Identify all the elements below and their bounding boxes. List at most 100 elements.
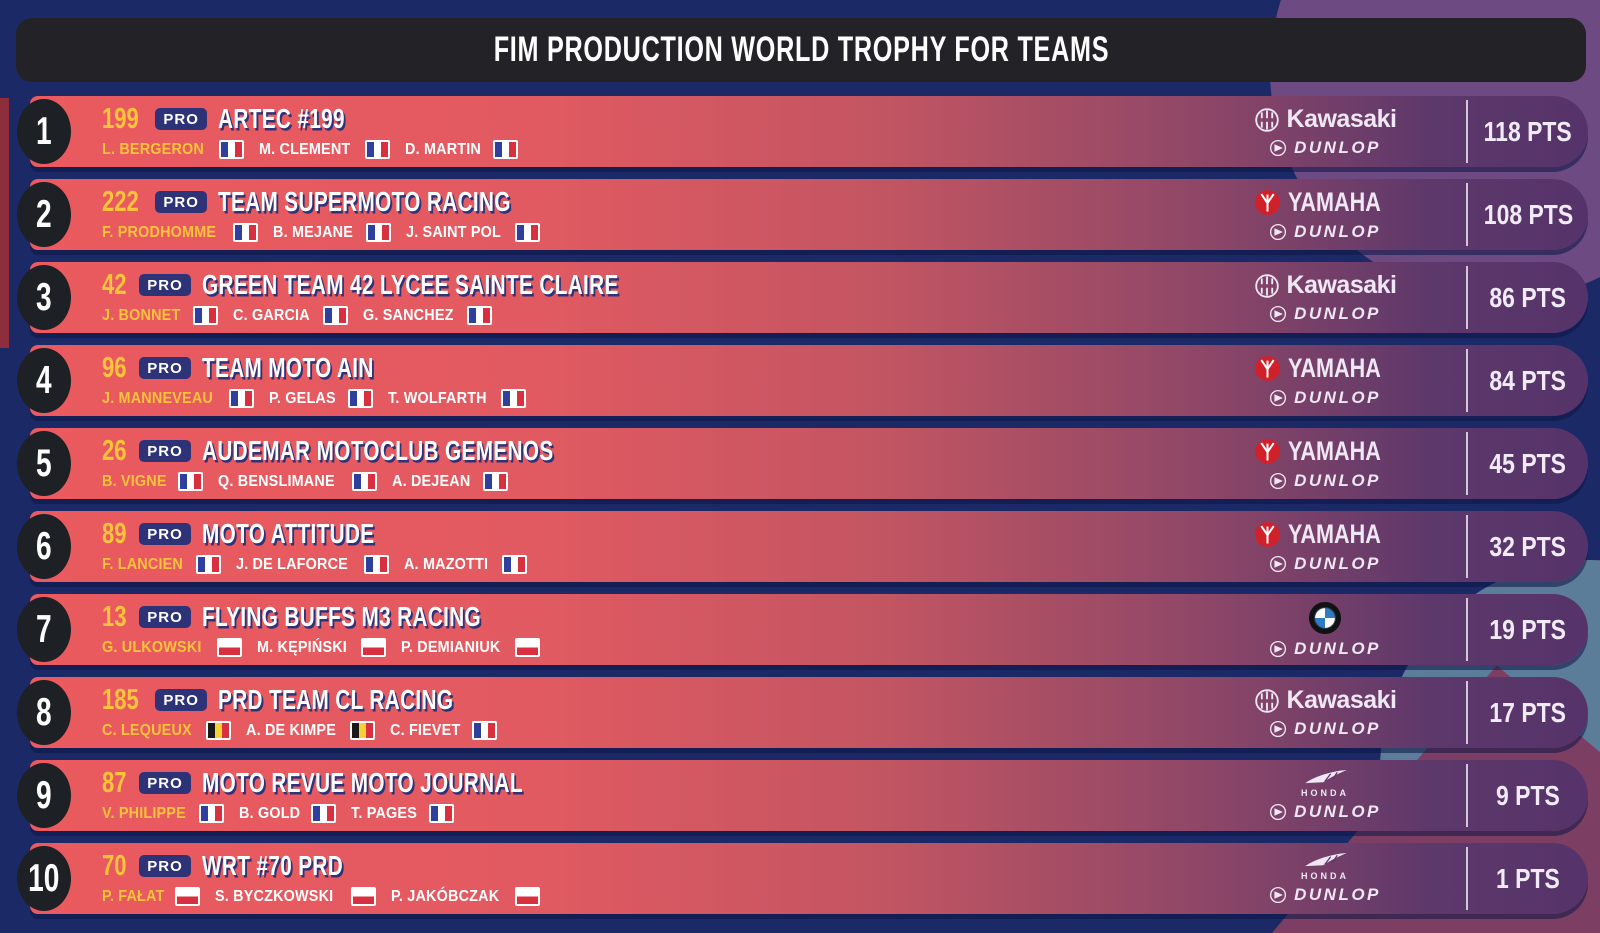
rank-number: 7 bbox=[36, 607, 52, 651]
flag-fr-icon bbox=[322, 306, 348, 325]
rider-name: S. BYCZKOWSKI bbox=[215, 887, 334, 905]
class-badge: PRO bbox=[139, 440, 191, 462]
rank-number: 10 bbox=[28, 856, 60, 900]
team-row: 2 222 PRO TEAM SUPERMOTO RACING F. PRODH… bbox=[17, 179, 1588, 250]
rider: C. FIEVET bbox=[390, 721, 498, 740]
manufacturer-logo-honda: HONDA bbox=[1301, 852, 1349, 881]
flag-pl-icon bbox=[175, 887, 201, 906]
rank-badge: 10 bbox=[17, 846, 71, 911]
rank-badge: 4 bbox=[17, 348, 71, 413]
rider-name: A. DE KIMPE bbox=[245, 721, 336, 739]
dunlop-logo: DUNLOP bbox=[1269, 639, 1381, 659]
riders-line: C. LEQUEUX A. DE KIMPE C. FIEVET bbox=[102, 721, 536, 740]
rider: A. MAZOTTI bbox=[404, 555, 527, 574]
dunlop-logo: DUNLOP bbox=[1269, 304, 1381, 324]
team-row: 6 89 PRO MOTO ATTITUDE F. LANCIEN J. DE L… bbox=[17, 511, 1588, 582]
class-badge: PRO bbox=[139, 606, 191, 628]
rank-badge: 7 bbox=[17, 597, 71, 662]
tyre-brand-name: DUNLOP bbox=[1294, 471, 1381, 490]
rider: P. GELAS bbox=[269, 389, 373, 408]
flag-fr-icon bbox=[467, 306, 493, 325]
rider: P. JAKÓBCZAK bbox=[391, 887, 541, 906]
team-number: 199 bbox=[102, 102, 139, 135]
rider: Q. BENSLIMANE bbox=[218, 472, 377, 491]
flag-pl-icon bbox=[350, 887, 376, 906]
team-info: 185 PRO PRD TEAM CL RACING C. LEQUEUX A. … bbox=[102, 684, 536, 740]
rider: C. GARCIA bbox=[233, 306, 348, 325]
dunlop-logo: DUNLOP bbox=[1269, 138, 1381, 158]
team-name: FLYING BUFFS M3 RACING bbox=[201, 601, 481, 632]
team-row: 5 26 PRO AUDEMAR MOTOCLUB GEMENOS B. VIG… bbox=[17, 428, 1588, 499]
sponsor-block: HONDA DUNLOP bbox=[1200, 760, 1450, 831]
rank-badge: 2 bbox=[17, 182, 71, 247]
team-info: 42 PRO GREEN TEAM 42 LYCEE SAINTE CLAIRE… bbox=[102, 269, 765, 325]
rider-name: M. KĘPIŃSKI bbox=[256, 638, 347, 656]
team-number: 185 bbox=[102, 683, 139, 716]
team-name: AUDEMAR MOTOCLUB GEMENOS bbox=[201, 435, 554, 466]
flag-fr-icon bbox=[365, 223, 391, 242]
manufacturer-logo-yamaha: YAMAHA bbox=[1254, 187, 1396, 218]
flag-fr-icon bbox=[351, 472, 377, 491]
rider-name: C. LEQUEUX bbox=[102, 721, 192, 739]
team-row: 1 199 PRO ARTEC #199 L. BERGERON M. CLEME… bbox=[17, 96, 1588, 167]
rank-badge: 1 bbox=[17, 99, 71, 164]
tyre-brand-name: DUNLOP bbox=[1294, 802, 1381, 821]
flag-fr-icon bbox=[229, 389, 255, 408]
dunlop-arrow-icon bbox=[1270, 305, 1287, 323]
rider: L. BERGERON bbox=[102, 140, 245, 159]
points-value: 32 PTS bbox=[1489, 530, 1567, 562]
class-badge: PRO bbox=[155, 191, 207, 213]
rider-name: P. FAŁAT bbox=[102, 887, 165, 905]
points-value: 108 PTS bbox=[1483, 198, 1573, 230]
rider: J. SAINT POL bbox=[406, 223, 541, 242]
rank-number: 3 bbox=[36, 275, 52, 319]
team-name: MOTO REVUE MOTO JOURNAL bbox=[201, 767, 523, 798]
rank-number: 1 bbox=[36, 109, 52, 153]
manufacturer-name: HONDA bbox=[1301, 788, 1349, 798]
rider-name: D. MARTIN bbox=[404, 140, 481, 158]
rider: V. PHILIPPE bbox=[102, 804, 225, 823]
rider-name: B. VIGNE bbox=[102, 472, 167, 490]
points-value: 118 PTS bbox=[1483, 115, 1573, 147]
points-divider bbox=[1466, 349, 1468, 412]
rider: S. BYCZKOWSKI bbox=[215, 887, 376, 906]
flag-pl-icon bbox=[515, 887, 541, 906]
team-info: 96 PRO TEAM MOTO AIN J. MANNEVEAU P. GELA… bbox=[102, 352, 527, 408]
manufacturer-name: Kawasaki bbox=[1286, 271, 1397, 299]
points-divider bbox=[1466, 598, 1468, 661]
tyre-brand-name: DUNLOP bbox=[1294, 719, 1381, 738]
sponsor-block: HONDA DUNLOP bbox=[1200, 843, 1450, 914]
flag-fr-icon bbox=[472, 721, 498, 740]
honda-wing-icon bbox=[1305, 769, 1347, 784]
rider: A. DE KIMPE bbox=[246, 721, 375, 740]
manufacturer-logo-yamaha: YAMAHA bbox=[1254, 353, 1396, 384]
tyre-brand-name: DUNLOP bbox=[1294, 885, 1381, 904]
rider-name: A. DEJEAN bbox=[391, 472, 471, 490]
rank-badge: 8 bbox=[17, 680, 71, 745]
rank-number: 9 bbox=[36, 773, 52, 817]
team-info: 199 PRO ARTEC #199 L. BERGERON M. CLEMENT… bbox=[102, 102, 519, 159]
page-title: FIM PRODUCTION WORLD TROPHY FOR TEAMS bbox=[493, 30, 1109, 69]
tyre-brand-name: DUNLOP bbox=[1294, 554, 1381, 573]
team-info: 222 PRO TEAM SUPERMOTO RACING F. PRODHOM… bbox=[102, 186, 614, 242]
points-cell: 118 PTS bbox=[1468, 96, 1588, 167]
points-divider bbox=[1466, 515, 1468, 578]
manufacturer-name: YAMAHA bbox=[1287, 187, 1381, 217]
rider-name: J. DE LAFORCE bbox=[236, 555, 348, 573]
rider: F. LANCIEN bbox=[102, 555, 221, 574]
manufacturer-logo-yamaha: YAMAHA bbox=[1254, 519, 1396, 550]
riders-line: J. MANNEVEAU P. GELAS T. WOLFARTH bbox=[102, 389, 527, 408]
manufacturer-logo-kawasaki: Kawasaki bbox=[1254, 105, 1397, 134]
team-info: 26 PRO AUDEMAR MOTOCLUB GEMENOS B. VIGNE… bbox=[102, 435, 677, 491]
points-divider bbox=[1466, 266, 1468, 329]
rider-name: V. PHILIPPE bbox=[102, 804, 186, 822]
rank-number: 2 bbox=[36, 192, 52, 236]
points-value: 17 PTS bbox=[1489, 696, 1567, 728]
dunlop-arrow-icon bbox=[1270, 555, 1287, 573]
flag-fr-icon bbox=[219, 140, 245, 159]
rider: G. ULKOWSKI bbox=[102, 638, 242, 657]
flag-fr-icon bbox=[177, 472, 203, 491]
flag-fr-icon bbox=[311, 804, 337, 823]
class-badge: PRO bbox=[139, 855, 191, 877]
